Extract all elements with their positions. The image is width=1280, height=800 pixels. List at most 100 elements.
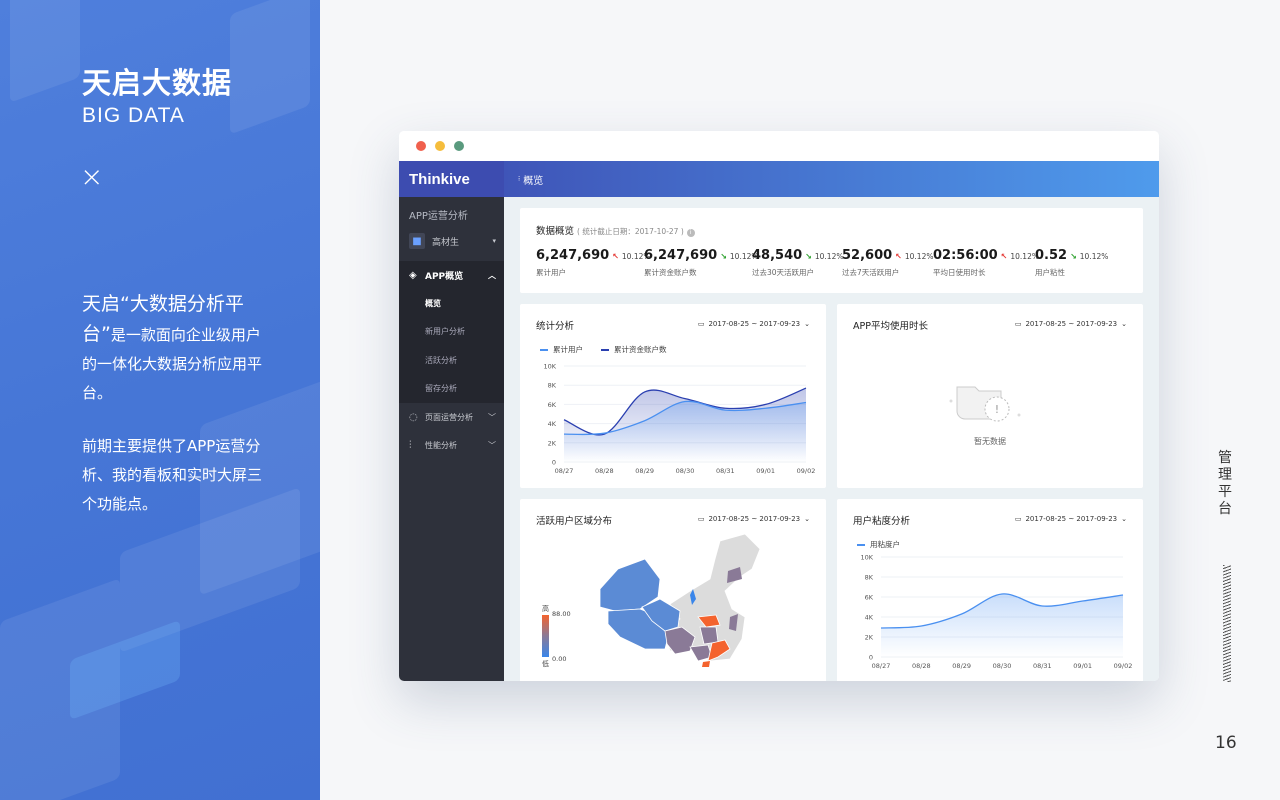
calendar-icon: ▭ bbox=[1014, 320, 1022, 328]
stat-value: 02:56:00 bbox=[933, 248, 998, 263]
stat-item: 6,247,690 ↘ 10.12% 累计资金账户数 bbox=[644, 248, 759, 278]
sidebar-subitem-overview[interactable]: 概览 bbox=[425, 298, 441, 308]
sidebar-subitem-retention[interactable]: 留存分析 bbox=[425, 384, 457, 394]
stat-value: 48,540 bbox=[752, 248, 803, 263]
sidebar-item-app-overview[interactable]: ◈ APP概览 ︿ bbox=[399, 261, 504, 289]
stat-change: 10.12% bbox=[1079, 252, 1109, 261]
intro-paragraph: 天启“大数据分析平台”是一款面向企业级用户的一体化大数据分析应用平台。 bbox=[82, 293, 263, 402]
legend-low-label: 低 bbox=[542, 659, 549, 668]
close-window-button[interactable] bbox=[416, 141, 426, 151]
cross-icon: × bbox=[80, 160, 104, 193]
stat-change: 10.12% bbox=[814, 252, 844, 261]
calendar-icon: ▭ bbox=[1014, 515, 1022, 523]
calendar-icon: ▭ bbox=[697, 320, 705, 328]
breadcrumb[interactable]: 概览 bbox=[523, 175, 544, 187]
app-window: Thinkive APP运营分析 ■ 高材生 ▾ ◈ APP概览 ︿ 概览 新用户分析 … bbox=[399, 131, 1159, 681]
chevron-down-icon: ﹀ bbox=[488, 412, 496, 422]
legend-item[interactable]: 用粘度户 bbox=[857, 539, 900, 550]
trend-down-icon: ↘ bbox=[1070, 252, 1077, 261]
main-content: 数据概览 ( 统计截止日期：2017-10-27 ) i 6,247,690 ↖ 10… bbox=[504, 197, 1159, 681]
legend-item[interactable]: 累计资金账户数 bbox=[601, 344, 667, 355]
maximize-window-button[interactable] bbox=[454, 141, 464, 151]
card-title: 用户粘度分析 bbox=[853, 516, 911, 527]
x-tick-label: 09/02 bbox=[1114, 662, 1133, 670]
stat-value: 6,247,690 bbox=[536, 248, 610, 263]
map-region-other bbox=[664, 533, 761, 662]
x-tick-label: 08/30 bbox=[676, 467, 695, 475]
map-region-xinjiang bbox=[599, 558, 661, 612]
stat-label: 用户粘性 bbox=[1035, 268, 1065, 277]
x-tick-label: 09/01 bbox=[1073, 662, 1092, 670]
stat-change: 10.12% bbox=[729, 252, 759, 261]
duration-card: APP平均使用时长 ▭ 2017-08-25 ~ 2017-09-23 ⌄ ! 暂无… bbox=[837, 304, 1143, 488]
chevron-down-icon: ⌄ bbox=[1121, 320, 1127, 328]
overview-card: 数据概览 ( 统计截止日期：2017-10-27 ) i 6,247,690 ↖ 10… bbox=[520, 208, 1143, 293]
sidebar-subitem-active[interactable]: 活跃分析 bbox=[425, 355, 457, 365]
stat-item: 6,247,690 ↖ 10.12% 累计用户 bbox=[536, 248, 651, 278]
brand-subtitle: BIG DATA bbox=[82, 104, 185, 127]
x-tick-label: 08/30 bbox=[993, 662, 1012, 670]
stat-value: 6,247,690 bbox=[644, 248, 718, 263]
empty-folder-icon: ! bbox=[949, 386, 1021, 422]
stat-value: 0.52 bbox=[1035, 248, 1068, 263]
sidebar-item-page-ops[interactable]: ◌ 页面运营分析 ﹀ bbox=[399, 403, 504, 431]
stats-line-chart: 0 2K 4K 6K 8K 10K 08/27 08/28 08/29 08/30 08/31 09/… bbox=[543, 363, 815, 476]
sidebar-subitem-new-users[interactable]: 新用户分析 bbox=[425, 327, 465, 337]
x-tick-label: 08/31 bbox=[716, 467, 735, 475]
date-range-picker[interactable]: ▭ 2017-08-25 ~ 2017-09-23 ⌄ bbox=[697, 515, 810, 523]
legend-max-value: 88.00 bbox=[552, 610, 571, 618]
y-tick-label: 0 bbox=[869, 654, 873, 662]
card-title: APP平均使用时长 bbox=[853, 321, 928, 332]
stat-change: 10.12% bbox=[621, 252, 651, 261]
region-card: 活跃用户区域分布 ▭ 2017-08-25 ~ 2017-09-23 ⌄ 高 bbox=[520, 499, 826, 681]
chart-legend: 累计用户 累计资金账户数 bbox=[540, 344, 667, 355]
legend-swatch bbox=[857, 544, 865, 546]
sidebar: Thinkive APP运营分析 ■ 高材生 ▾ ◈ APP概览 ︿ 概览 新用户分析 … bbox=[399, 161, 504, 681]
x-tick-label: 08/31 bbox=[1033, 662, 1052, 670]
legend-label: 累计资金账户数 bbox=[614, 345, 667, 354]
empty-state-text: 暂无数据 bbox=[974, 437, 1006, 446]
visual-map-scale[interactable] bbox=[542, 615, 549, 657]
map-region-hainan bbox=[702, 661, 710, 667]
intro-panel: 天启大数据 BIG DATA × 天启“大数据分析平台”是一款面向企业级用户的一… bbox=[0, 0, 320, 800]
date-range-picker[interactable]: ▭ 2017-08-25 ~ 2017-09-23 ⌄ bbox=[697, 320, 810, 328]
x-tick-label: 08/28 bbox=[595, 467, 614, 475]
cube-icon: ■ bbox=[409, 233, 425, 249]
y-tick-label: 0 bbox=[552, 459, 556, 467]
trend-up-icon: ↖ bbox=[1000, 252, 1008, 261]
stickiness-card: 用户粘度分析 ▭ 2017-08-25 ~ 2017-09-23 ⌄ 用粘度户 0 2… bbox=[837, 499, 1143, 681]
stat-item: 0.52 ↘ 10.12% 用户粘性 bbox=[1035, 248, 1115, 278]
minimize-window-button[interactable] bbox=[435, 141, 445, 151]
info-icon[interactable]: i bbox=[686, 229, 695, 237]
logo[interactable]: Thinkive bbox=[399, 161, 504, 197]
y-tick-label: 2K bbox=[865, 634, 874, 642]
date-range-picker[interactable]: ▭ 2017-08-25 ~ 2017-09-23 ⌄ bbox=[1014, 320, 1127, 328]
legend-item[interactable]: 累计用户 bbox=[540, 344, 583, 355]
stat-label: 累计资金账户数 bbox=[644, 268, 697, 277]
stat-label: 平均日使用时长 bbox=[933, 268, 986, 277]
sidebar-item-label: 页面运营分析 bbox=[425, 412, 473, 422]
stat-item: 48,540 ↘ 10.12% 过去30天活跃用户 bbox=[752, 248, 844, 278]
chevron-up-icon: ︿ bbox=[488, 270, 496, 280]
user-selector[interactable]: ■ 高材生 ▾ bbox=[399, 227, 504, 255]
svg-text:!: ! bbox=[995, 403, 999, 416]
y-tick-label: 6K bbox=[865, 594, 874, 602]
stat-value: 52,600 bbox=[842, 248, 893, 263]
sidebar-item-label: APP概览 bbox=[425, 271, 464, 282]
china-map: 高 88.00 0.00 低 bbox=[542, 533, 761, 668]
sidebar-item-performance[interactable]: ⫶ 性能分析 ﹀ bbox=[399, 431, 504, 459]
card-title: 活跃用户区域分布 bbox=[536, 516, 613, 527]
x-tick-label: 08/29 bbox=[952, 662, 971, 670]
sidebar-item-label: 性能分析 bbox=[425, 440, 457, 450]
legend-label: 用粘度户 bbox=[870, 540, 900, 549]
date-range-picker[interactable]: ▭ 2017-08-25 ~ 2017-09-23 ⌄ bbox=[1014, 515, 1127, 523]
user-name: 高材生 bbox=[432, 237, 460, 248]
stats-analysis-card: 统计分析 ▭ 2017-08-25 ~ 2017-09-23 ⌄ 累计用户 累计资金账… bbox=[520, 304, 826, 488]
map-region-hubei bbox=[697, 614, 721, 628]
map-region-liaoning bbox=[727, 567, 742, 583]
x-tick-label: 09/01 bbox=[756, 467, 775, 475]
y-tick-label: 2K bbox=[548, 439, 557, 447]
chevron-down-icon: ⌄ bbox=[804, 320, 810, 328]
trend-down-icon: ↘ bbox=[720, 252, 727, 261]
caret-down-icon: ▾ bbox=[492, 237, 496, 245]
